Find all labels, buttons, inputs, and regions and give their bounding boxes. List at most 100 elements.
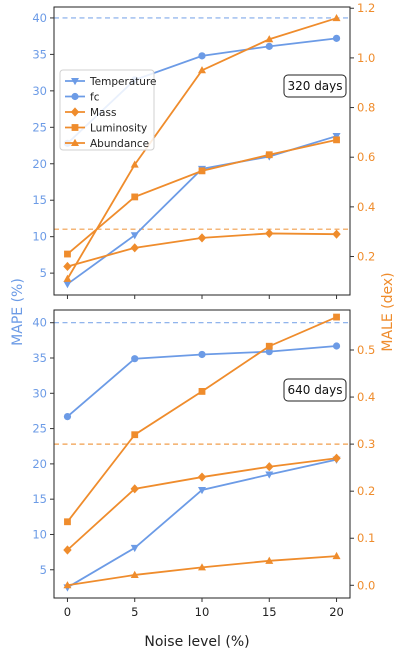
- legend-marker: [71, 124, 79, 131]
- right-tick-label: 0.1: [357, 531, 375, 545]
- data-point: [63, 281, 72, 289]
- data-point: [332, 229, 341, 239]
- x-tick-label: 10: [195, 605, 210, 619]
- data-point: [63, 274, 72, 282]
- series-mass: [63, 228, 341, 272]
- right-tick-label: 0.2: [357, 484, 375, 498]
- data-point: [265, 35, 274, 43]
- series-mass: [63, 453, 341, 555]
- data-point: [130, 570, 139, 578]
- x-tick-label: 15: [262, 605, 277, 619]
- left-tick-label: 30: [32, 84, 47, 98]
- legend-marker: [71, 78, 79, 86]
- data-point: [265, 151, 273, 159]
- legend-label: fc: [90, 91, 100, 103]
- right-tick-label: 0.4: [357, 200, 375, 214]
- right-tick-label: 1.0: [357, 51, 375, 65]
- left-y-axis-label: MAPE (%): [10, 278, 26, 346]
- left-tick-label: 40: [32, 11, 47, 25]
- right-tick-label: 0.6: [357, 150, 375, 164]
- data-point: [265, 462, 274, 472]
- left-tick-label: 40: [32, 316, 47, 330]
- data-point: [332, 34, 341, 42]
- data-point: [265, 471, 274, 479]
- data-point: [265, 348, 273, 356]
- legend-entry-fc: fc: [65, 91, 100, 103]
- data-point: [198, 167, 206, 175]
- data-point: [198, 487, 206, 495]
- legend-entry-luminosity: Luminosity: [65, 122, 147, 134]
- data-point: [332, 551, 341, 560]
- panel-2: 5 10 15 20 25 30 35 40 0.0 0.1 0.2 0.3 0.4 0.5 0 5 10 15 2…: [32, 309, 375, 619]
- data-point: [130, 232, 139, 240]
- data-point: [131, 355, 139, 363]
- data-point: [64, 250, 71, 258]
- data-point: [198, 66, 206, 74]
- data-point: [131, 193, 139, 201]
- series-abundance: [63, 551, 341, 589]
- right-tick-label: 0.0: [357, 578, 375, 592]
- data-point: [333, 313, 340, 321]
- left-tick-label: 25: [32, 422, 47, 436]
- x-tick-label: 20: [329, 605, 344, 619]
- legend-entry-temperature: Temperature: [65, 76, 157, 88]
- data-point: [198, 388, 206, 395]
- series-line: [67, 555, 337, 587]
- left-tick-label: 20: [32, 457, 47, 471]
- right-tick-label: 0.5: [357, 343, 375, 357]
- data-point: [265, 342, 273, 350]
- data-point: [197, 472, 207, 482]
- panel-1: 5 10 15 20 25 30 35 40 0.2 0.4 0.6 0.8 1.0 1.2 320 day…: [32, 1, 375, 299]
- right-tick-label: 0.4: [357, 390, 375, 404]
- series-abundance: [63, 13, 341, 282]
- data-point: [130, 544, 139, 553]
- left-tick-label: 5: [40, 563, 47, 577]
- series-fc: [63, 342, 341, 421]
- data-point: [265, 42, 273, 50]
- data-point: [64, 518, 71, 526]
- data-point: [130, 160, 139, 168]
- axes-frame: [53, 6, 351, 296]
- left-tick-label: 25: [32, 120, 47, 134]
- right-tick-label: 1.2: [357, 1, 375, 15]
- legend-label: Abundance: [90, 138, 149, 150]
- series-temperature: [63, 133, 341, 289]
- svg-text:320 days: 320 days: [287, 79, 342, 93]
- legend-label: Temperature: [89, 76, 157, 88]
- data-point: [265, 228, 274, 239]
- data-point: [63, 261, 72, 272]
- legend-marker: [70, 107, 80, 117]
- data-point: [63, 412, 72, 421]
- legend-entry-abundance: Abundance: [65, 138, 149, 150]
- data-point: [198, 563, 206, 571]
- left-tick-label: 35: [32, 351, 47, 365]
- data-point: [198, 52, 206, 60]
- data-point: [333, 136, 340, 144]
- legend-label: Luminosity: [90, 122, 147, 134]
- legend-entry-mass: Mass: [65, 107, 116, 119]
- right-tick-label: 0.3: [357, 437, 375, 451]
- right-tick-label: 0.8: [357, 101, 375, 115]
- left-tick-label: 15: [32, 193, 47, 207]
- legend: Temperature fc Mass Luminosity Abundance: [59, 69, 157, 151]
- data-point: [265, 556, 274, 564]
- right-tick-label: 0.2: [357, 250, 375, 264]
- legend-box: [59, 69, 155, 151]
- x-tick-label: 0: [64, 605, 71, 619]
- left-tick-label: 20: [32, 157, 47, 171]
- data-point: [131, 431, 139, 439]
- left-tick-label: 5: [40, 266, 47, 280]
- left-tick-label: 10: [32, 230, 47, 244]
- data-point: [130, 243, 139, 253]
- series-luminosity: [64, 136, 340, 258]
- data-point: [198, 350, 206, 359]
- series-luminosity: [64, 313, 340, 526]
- panel-annotation: 640 days: [283, 378, 347, 402]
- left-tick-label: 30: [32, 386, 47, 400]
- left-tick-label: 15: [32, 492, 47, 506]
- x-axis-label: Noise level (%): [144, 634, 249, 650]
- legend-marker: [71, 92, 79, 101]
- data-point: [332, 342, 341, 350]
- left-tick-label: 35: [32, 47, 47, 61]
